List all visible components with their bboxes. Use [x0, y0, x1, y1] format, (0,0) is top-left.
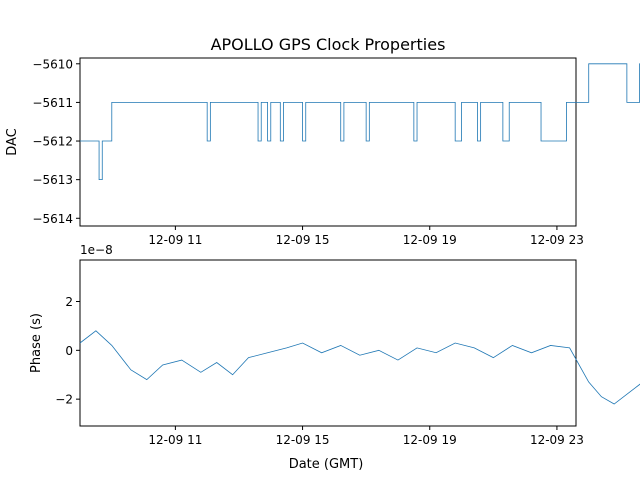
phase-y-axis-label: Phase (s) — [29, 313, 44, 373]
figure-title: APOLLO GPS Clock Properties — [211, 35, 446, 54]
dac-y-tick-label: −5614 — [32, 212, 73, 226]
phase-series — [79, 330, 640, 405]
phase-plot-area — [79, 259, 577, 427]
phase-y-tick-label: −2 — [55, 393, 73, 407]
phase-series-line — [79, 330, 640, 405]
dac-y-tick-label: −5611 — [32, 96, 73, 110]
dac-series — [80, 63, 640, 181]
dac-y-ticks: −5614 −5613 −5612 −5611 −5610 — [32, 57, 80, 226]
phase-x-tick-label: 12-09 11 — [148, 433, 202, 447]
dac-series-line — [80, 63, 640, 181]
phase-x-tick-label: 12-09 23 — [530, 433, 584, 447]
dac-x-tick-label: 12-09 11 — [148, 233, 202, 247]
phase-y-ticks: −2 0 2 — [55, 295, 80, 407]
dac-x-tick-label: 12-09 15 — [276, 233, 330, 247]
dac-y-tick-label: −5612 — [32, 135, 73, 149]
dac-plot-area — [79, 57, 577, 227]
phase-scale-label: 1e−8 — [80, 243, 113, 257]
dac-y-tick-label: −5613 — [32, 173, 73, 187]
phase-y-tick-label: 0 — [65, 344, 73, 358]
x-axis-label: Date (GMT) — [289, 457, 364, 472]
dac-y-tick-label: −5610 — [32, 57, 73, 71]
dac-y-axis-label: DAC — [5, 128, 20, 156]
dac-x-tick-label: 12-09 23 — [530, 233, 584, 247]
dac-panel: −5614 −5613 −5612 −5611 −5610 12-09 11 12-09 … — [5, 57, 640, 247]
phase-x-tick-label: 12-09 15 — [276, 433, 330, 447]
phase-x-tick-label: 12-09 19 — [403, 433, 457, 447]
phase-y-tick-label: 2 — [65, 295, 73, 309]
dac-x-tick-label: 12-09 19 — [403, 233, 457, 247]
